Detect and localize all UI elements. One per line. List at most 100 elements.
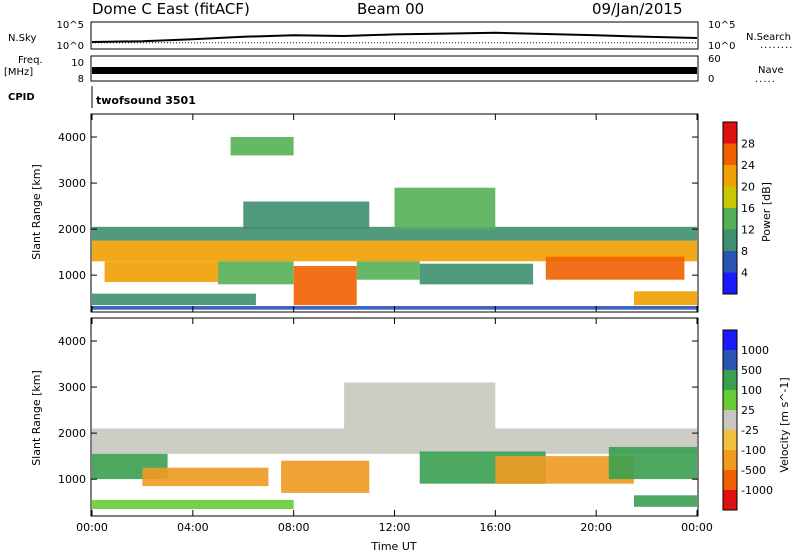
ytick-label: 3000 bbox=[58, 381, 86, 394]
xtick-label: 00:00 bbox=[681, 521, 713, 534]
heatmap-region-1 bbox=[92, 226, 697, 241]
noise-ytick-top-left: 10^5 bbox=[57, 20, 84, 31]
freq-label: Freq. bbox=[18, 55, 43, 66]
heatmap-region-9 bbox=[634, 291, 697, 306]
velocity-panel: 1000 2000 3000 4000 00:00 04:00 08:00 12:00 16:… bbox=[30, 317, 713, 553]
power-panel: 1000 2000 3000 4000 Slant Range [km] bbox=[30, 113, 699, 313]
power-cbar-tick: 24 bbox=[741, 159, 755, 172]
power-ylabel: Slant Range [km] bbox=[30, 164, 43, 260]
velocity-cbar-tick: -500 bbox=[741, 464, 766, 477]
nsky-series-line bbox=[91, 31, 698, 43]
ytick-label: 4000 bbox=[58, 335, 86, 348]
xaxis-label: Time UT bbox=[370, 540, 416, 553]
heatmap-region-3 bbox=[281, 460, 370, 493]
beam-title: Beam 00 bbox=[357, 0, 425, 18]
xtick-label: 16:00 bbox=[479, 521, 511, 534]
xtick-label: 08:00 bbox=[278, 521, 310, 534]
date-title: 09/Jan/2015 bbox=[592, 0, 683, 18]
heatmap-region-7 bbox=[608, 446, 697, 480]
power-cbar-swatch bbox=[723, 208, 737, 230]
power-cbar-swatch bbox=[723, 251, 737, 273]
velocity-cbar-swatch bbox=[723, 410, 737, 430]
xtick-label: 20:00 bbox=[580, 521, 612, 534]
heatmap-region-8 bbox=[545, 256, 685, 280]
velocity-heatmap-cells bbox=[92, 382, 697, 510]
power-cbar-tick: 20 bbox=[741, 181, 755, 194]
nave-dots: ..... bbox=[755, 74, 776, 85]
power-cbar-tick: 16 bbox=[741, 202, 755, 215]
heatmap-region-12 bbox=[230, 137, 294, 156]
power-cbar-tick: 8 bbox=[741, 245, 748, 258]
velocity-cbar-swatch bbox=[723, 350, 737, 370]
velocity-cbar-swatch bbox=[723, 430, 737, 450]
power-cbar-tick: 28 bbox=[741, 138, 755, 151]
nave-label: Nave bbox=[758, 65, 784, 76]
power-cbar-label: Power [dB] bbox=[760, 182, 773, 242]
power-cbar-tick: 4 bbox=[741, 267, 748, 280]
velocity-yticks: 1000 2000 3000 4000 bbox=[58, 335, 698, 486]
power-cbar-swatch bbox=[723, 165, 737, 187]
velocity-cbar-swatch bbox=[723, 370, 737, 390]
heatmap-region-4 bbox=[344, 382, 496, 429]
nsearch-dots: ........ bbox=[760, 40, 794, 51]
velocity-xticks: 00:00 04:00 08:00 12:00 16:00 20:00 00:00 bbox=[76, 318, 713, 534]
nave-ytick-bottom-right: 0 bbox=[708, 74, 714, 85]
heatmap-region-11 bbox=[243, 201, 370, 230]
ytick-label: 4000 bbox=[58, 131, 86, 144]
freq-unit-label: [MHz] bbox=[4, 67, 34, 78]
heatmap-region-4 bbox=[293, 266, 357, 306]
velocity-cbar-label: Velocity [m s^-1] bbox=[778, 377, 791, 472]
velocity-cbar-tick: -1000 bbox=[741, 484, 773, 497]
velocity-colorbar: 1000 500 100 25 -25 -100 -500 -1000 bbox=[722, 329, 773, 511]
freq-ytick-bottom-left: 8 bbox=[78, 74, 84, 85]
xtick-label: 04:00 bbox=[177, 521, 209, 534]
freq-frame bbox=[90, 55, 699, 82]
power-cbar-swatch bbox=[723, 272, 737, 294]
ytick-label: 1000 bbox=[58, 473, 86, 486]
power-cbar-frame bbox=[722, 121, 738, 295]
ytick-label: 2000 bbox=[58, 223, 86, 236]
xtick-label: 12:00 bbox=[379, 521, 411, 534]
velocity-cbar-tick: 500 bbox=[741, 364, 762, 377]
cpid-text: twofsound 3501 bbox=[96, 94, 196, 107]
velocity-cbar-swatch bbox=[723, 450, 737, 470]
heatmap-region-2 bbox=[142, 467, 269, 487]
heatmap-region-7 bbox=[419, 263, 534, 285]
noise-panel: 10^5 10^0 10^5 10^0 bbox=[57, 20, 736, 52]
noise-ytick-top-right: 10^5 bbox=[708, 20, 735, 31]
velocity-cbar-swatch bbox=[723, 470, 737, 490]
power-cbar-swatch bbox=[723, 186, 737, 208]
velocity-cbar-swatch bbox=[723, 390, 737, 410]
heatmap-region-2 bbox=[104, 261, 218, 282]
heatmap-region-5 bbox=[356, 261, 420, 280]
velocity-cbar-frame bbox=[722, 329, 738, 511]
power-heatmap-cells bbox=[92, 137, 697, 310]
power-cbar-tick: 12 bbox=[741, 224, 755, 237]
noise-ytick-bottom-right: 10^0 bbox=[708, 41, 735, 52]
power-cbar-swatch bbox=[723, 122, 737, 144]
nave-ytick-top-right: 60 bbox=[708, 54, 721, 65]
power-cbar-swatch bbox=[723, 229, 737, 251]
velocity-cbar-tick: 25 bbox=[741, 404, 755, 417]
velocity-cbar-tick: 1000 bbox=[741, 344, 769, 357]
heatmap-region-0 bbox=[92, 428, 697, 454]
velocity-cbar-tick: -25 bbox=[741, 424, 759, 437]
power-yticks: 1000 2000 3000 4000 bbox=[58, 131, 698, 282]
velocity-cbar-swatch bbox=[723, 330, 737, 350]
velocity-cbar-swatch bbox=[723, 490, 737, 510]
power-colorbar: 4 8 12 16 20 24 28 bbox=[722, 121, 755, 295]
ytick-label: 2000 bbox=[58, 427, 86, 440]
velocity-cbar-tick: 100 bbox=[741, 384, 762, 397]
noise-frame bbox=[90, 21, 699, 50]
nsearch-label: N.Search bbox=[746, 32, 792, 43]
heatmap-region-8 bbox=[634, 495, 697, 507]
ytick-label: 1000 bbox=[58, 269, 86, 282]
velocity-ylabel: Slant Range [km] bbox=[30, 370, 43, 466]
heatmap-region-10 bbox=[92, 293, 256, 306]
freq-series-band bbox=[92, 67, 697, 74]
heatmap-region-9 bbox=[92, 499, 294, 510]
noise-ytick-bottom-left: 10^0 bbox=[57, 41, 84, 52]
power-xticks bbox=[91, 114, 698, 312]
nsky-label: N.Sky bbox=[8, 33, 37, 44]
